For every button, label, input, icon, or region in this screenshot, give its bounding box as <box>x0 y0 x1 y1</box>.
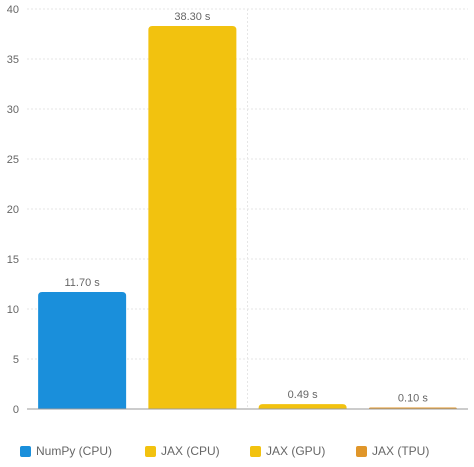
bar-numpy-cpu[interactable] <box>38 292 127 409</box>
y-tick-label: 15 <box>7 254 19 266</box>
data-label: 0.10 s <box>398 393 428 405</box>
data-labels: 11.70 s 38.30 s 0.49 s 0.10 s <box>64 11 428 405</box>
data-label: 0.49 s <box>288 389 318 401</box>
y-tick-label: 25 <box>7 154 19 166</box>
bar-chart: 0 5 10 15 20 25 30 35 40 11.70 s 38.30 s 0.49 s 0.1… <box>7 4 468 416</box>
y-tick-label: 30 <box>7 104 19 116</box>
bar-jax-gpu[interactable] <box>258 404 347 409</box>
legend-swatch <box>356 445 367 457</box>
legend-swatch <box>145 445 156 457</box>
legend-item-jax-cpu[interactable]: JAX (CPU) <box>145 442 220 460</box>
y-tick-label: 40 <box>7 4 19 16</box>
data-label: 11.70 s <box>64 277 100 289</box>
data-label: 38.30 s <box>174 11 211 23</box>
y-tick-label: 10 <box>7 304 19 316</box>
y-axis-ticks: 0 5 10 15 20 25 30 35 40 <box>7 4 19 416</box>
legend-item-jax-gpu[interactable]: JAX (GPU) <box>250 442 325 460</box>
legend-swatch <box>250 445 261 457</box>
legend-swatch <box>20 445 31 457</box>
legend-label: JAX (GPU) <box>266 444 326 458</box>
legend-label: NumPy (CPU) <box>36 444 113 458</box>
legend-item-jax-tpu[interactable]: JAX (TPU) <box>356 442 429 460</box>
legend-label: JAX (CPU) <box>161 444 220 458</box>
y-tick-label: 20 <box>7 204 19 216</box>
legend-item-numpy-cpu[interactable]: NumPy (CPU) <box>20 442 112 460</box>
bar-jax-cpu[interactable] <box>148 26 237 409</box>
y-tick-label: 5 <box>13 354 19 366</box>
legend-label: JAX (TPU) <box>372 444 430 458</box>
legend: NumPy (CPU) JAX (CPU) JAX (GPU) JAX (TPU) <box>0 442 474 460</box>
y-tick-label: 0 <box>13 404 19 416</box>
y-tick-label: 35 <box>7 54 19 66</box>
